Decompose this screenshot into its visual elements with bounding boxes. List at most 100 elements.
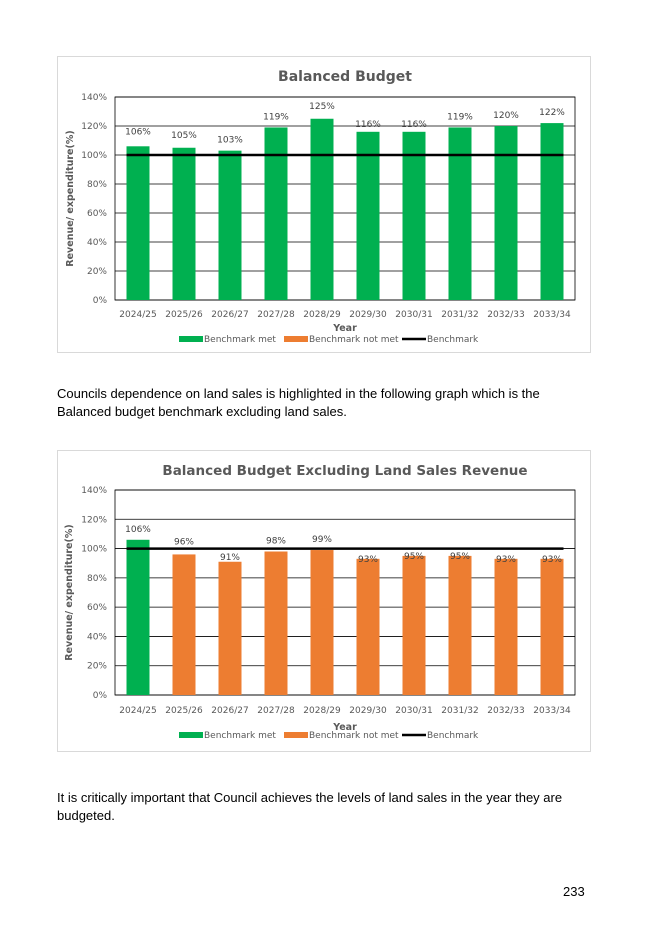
bar (494, 558, 518, 695)
x-tick-label: 2032/33 (487, 310, 524, 320)
data-label: 95% (450, 552, 470, 562)
x-tick-label: 2026/27 (211, 310, 248, 320)
y-tick-label: 100% (81, 151, 107, 161)
x-tick-label: 2032/33 (487, 706, 524, 716)
bar (218, 150, 242, 300)
bar (448, 555, 472, 695)
legend-benchmark-met-label: Benchmark met (204, 335, 276, 345)
x-tick-label: 2027/28 (257, 310, 295, 320)
x-tick-label: 2029/30 (349, 706, 387, 716)
bar (356, 558, 380, 695)
legend-benchmark-not-met-label: Benchmark not met (309, 335, 399, 345)
y-tick-label: 120% (81, 515, 107, 525)
bar (494, 126, 518, 300)
legend-benchmark-not-met-label: Benchmark not met (309, 731, 399, 741)
land-sales-intro-text: Councils dependence on land sales is hig… (57, 386, 540, 419)
data-label: 93% (358, 555, 378, 565)
bar (172, 147, 196, 300)
y-tick-label: 60% (87, 209, 107, 219)
y-tick-label: 140% (81, 93, 107, 103)
data-label: 106% (125, 525, 151, 535)
data-label: 106% (125, 127, 151, 137)
y-tick-label: 40% (87, 238, 107, 248)
legend-benchmark-met-swatch (179, 336, 203, 342)
data-label: 96% (174, 537, 194, 547)
data-label: 116% (355, 120, 381, 130)
x-tick-label: 2033/34 (533, 310, 571, 320)
legend-benchmark-met-swatch (179, 732, 203, 738)
x-tick-label: 2031/32 (441, 706, 478, 716)
y-tick-label: 80% (87, 574, 107, 584)
bar (402, 131, 426, 300)
data-label: 119% (447, 112, 473, 122)
x-tick-label: 2025/26 (165, 706, 203, 716)
bar (310, 118, 334, 300)
data-label: 93% (496, 555, 516, 565)
land-sales-importance-text: It is critically important that Council … (57, 790, 563, 823)
y-tick-label: 100% (81, 545, 107, 555)
data-label: 98% (266, 537, 286, 547)
chart-title: Balanced Budget (278, 69, 412, 85)
x-tick-label: 2024/25 (119, 310, 156, 320)
x-tick-label: 2033/34 (533, 706, 571, 716)
bar (402, 555, 426, 695)
x-axis-label: Year (332, 323, 357, 334)
bar (218, 561, 242, 695)
bar (540, 558, 564, 695)
legend-benchmark-not-met-swatch (284, 336, 308, 342)
x-tick-label: 2029/30 (349, 310, 387, 320)
y-tick-label: 60% (87, 603, 107, 613)
y-tick-label: 0% (93, 691, 108, 701)
x-tick-label: 2030/31 (395, 310, 432, 320)
legend-benchmark-label: Benchmark (427, 731, 479, 741)
plot-frame (114, 96, 576, 301)
y-axis-label: Revenue/ expenditure(%) (64, 524, 75, 660)
y-tick-label: 120% (81, 122, 107, 132)
x-tick-label: 2028/29 (303, 310, 341, 320)
bar (264, 127, 288, 300)
page-number: 233 (563, 884, 585, 899)
bar (310, 550, 334, 695)
x-tick-label: 2026/27 (211, 706, 248, 716)
x-tick-label: 2028/29 (303, 706, 341, 716)
x-axis-label: Year (332, 722, 357, 733)
data-label: 119% (263, 112, 289, 122)
y-tick-label: 0% (93, 296, 108, 306)
data-label: 93% (542, 555, 562, 565)
x-tick-label: 2030/31 (395, 706, 432, 716)
y-tick-label: 20% (87, 267, 107, 277)
bar (540, 123, 564, 300)
bar (356, 131, 380, 300)
bar (264, 551, 288, 695)
legend-benchmark-met-label: Benchmark met (204, 731, 276, 741)
plot-frame (114, 489, 576, 696)
data-label: 99% (312, 535, 332, 545)
data-label: 105% (171, 131, 197, 141)
balanced-budget-chart: Balanced Budget 0% 20% 40% 60% 80% 100% 120% 140… (57, 56, 591, 353)
chart-svg: Balanced Budget Excluding Land Sales Rev… (64, 463, 576, 741)
data-label: 116% (401, 120, 427, 130)
chart-title: Balanced Budget Excluding Land Sales Rev… (162, 463, 527, 479)
x-tick-label: 2024/25 (119, 706, 156, 716)
data-label: 95% (404, 552, 424, 562)
bar (126, 539, 150, 695)
legend-benchmark-not-met-swatch (284, 732, 308, 738)
data-label: 122% (539, 108, 565, 118)
data-label: 120% (493, 111, 519, 121)
y-tick-label: 20% (87, 662, 107, 672)
bar (172, 554, 196, 695)
data-label: 103% (217, 136, 243, 146)
y-tick-label: 80% (87, 180, 107, 190)
legend-benchmark-label: Benchmark (427, 335, 479, 345)
chart-svg: Balanced Budget 0% 20% 40% 60% 80% 100% 120% 140… (65, 69, 576, 345)
x-tick-label: 2027/28 (257, 706, 295, 716)
data-label: 125% (309, 102, 335, 112)
bar (126, 146, 150, 300)
data-label: 91% (220, 553, 240, 563)
balanced-budget-excl-land-sales-chart: Balanced Budget Excluding Land Sales Rev… (57, 450, 591, 752)
y-tick-label: 40% (87, 632, 107, 642)
bar (448, 127, 472, 300)
y-tick-label: 140% (81, 486, 107, 496)
y-axis-label: Revenue/ expenditure(%) (65, 130, 76, 266)
x-tick-label: 2025/26 (165, 310, 203, 320)
